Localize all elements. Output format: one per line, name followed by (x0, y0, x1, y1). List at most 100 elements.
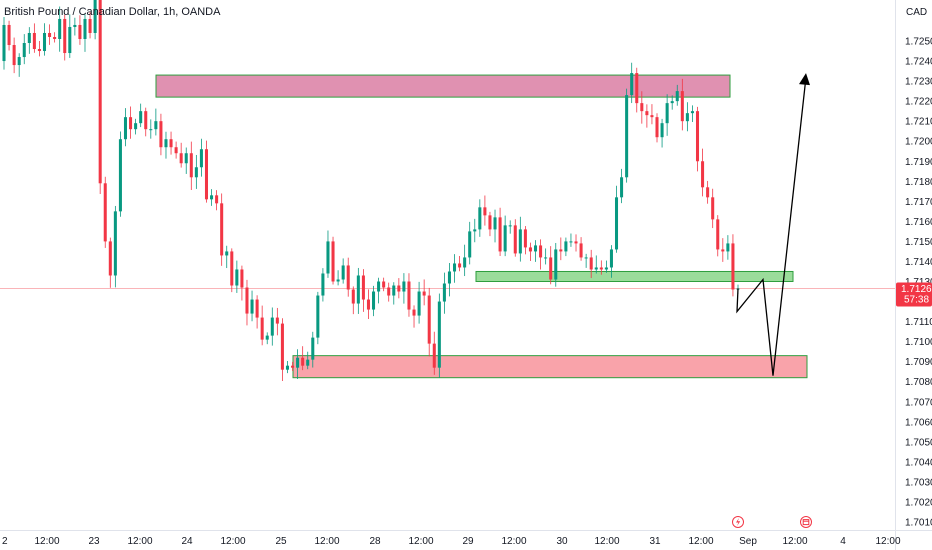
candle (37, 41, 41, 57)
candle (397, 278, 401, 299)
candle-body (2, 24, 6, 62)
candle-body (458, 263, 462, 268)
candle (680, 78, 684, 131)
candle-body (144, 111, 148, 130)
candle (113, 205, 117, 288)
candle (554, 242, 558, 287)
candle-body (7, 24, 11, 46)
price-tick-label: 1.71600 (905, 217, 932, 228)
candle (88, 11, 92, 39)
candle (164, 131, 168, 159)
candle (215, 190, 219, 211)
candle-body (215, 195, 219, 204)
candle (544, 248, 548, 265)
candle-body (397, 285, 401, 292)
candle (372, 285, 376, 317)
candle-body (260, 317, 264, 340)
candle-body (149, 129, 153, 131)
candle-body (731, 243, 735, 290)
candle (351, 286, 355, 315)
candle (301, 346, 305, 371)
price-tick-label: 1.71300 (905, 277, 932, 288)
candle-body (701, 161, 705, 188)
candle-body (432, 343, 436, 368)
candle (12, 37, 16, 74)
candle-body (569, 241, 573, 243)
candle-body (169, 139, 173, 148)
mid-zone[interactable] (475, 270, 794, 282)
time-tick-label: 12:00 (314, 536, 339, 547)
candle-body (584, 257, 588, 259)
calendar-event-icon[interactable] (800, 516, 812, 528)
candle (285, 360, 289, 374)
candle-body (270, 317, 274, 336)
time-tick-label: 12:00 (875, 536, 900, 547)
candle-body (437, 301, 441, 368)
candle-body (468, 231, 472, 258)
price-tick-label: 1.70200 (905, 497, 932, 508)
candle (645, 104, 649, 128)
candle-body (711, 197, 715, 220)
candle (695, 106, 700, 172)
candle-body (402, 281, 406, 292)
support-zone[interactable] (292, 355, 808, 379)
candle (498, 207, 502, 256)
candle-body (250, 299, 254, 314)
candle-body (139, 111, 143, 124)
price-tick-label: 1.70700 (905, 397, 932, 408)
candle (169, 131, 173, 155)
candle-body (685, 113, 689, 122)
candle (139, 103, 143, 128)
candle-body (103, 183, 107, 242)
candle (716, 215, 720, 257)
candle (316, 291, 320, 345)
candle (458, 256, 462, 272)
candle-body (220, 203, 224, 256)
candle-body (285, 365, 289, 370)
projection-arrowhead (799, 73, 810, 86)
resistance-zone[interactable] (155, 74, 731, 98)
lightning-icon[interactable] (732, 516, 744, 528)
candle-body (280, 323, 284, 370)
candle-body (63, 18, 67, 54)
candle (432, 331, 436, 375)
candle-body (660, 123, 664, 138)
candle (463, 244, 467, 277)
candle (483, 195, 487, 226)
candle (265, 332, 269, 345)
time-axis[interactable]: 2 12:00 23 12:00 24 12:00 25 12:00 28 12:00 29 12:0… (2, 536, 901, 547)
candle-body (377, 281, 381, 292)
candle-body (442, 283, 446, 302)
candle (356, 267, 360, 314)
candle-body (346, 265, 350, 290)
candle (346, 257, 350, 297)
candle-body (108, 241, 112, 276)
candle-body (407, 281, 411, 310)
candle (134, 118, 138, 135)
candle (665, 94, 669, 136)
candle (235, 260, 239, 293)
candle-body (453, 263, 457, 272)
candle (311, 331, 315, 368)
candle-body (275, 317, 279, 324)
candle-body (574, 241, 578, 244)
projection-path[interactable] (736, 77, 807, 376)
candle (22, 34, 26, 65)
candle-body (53, 36, 57, 39)
time-tick-label: 28 (369, 536, 381, 547)
candle-body (98, 0, 102, 184)
price-axis[interactable]: CAD 1.72500 1.72400 1.72300 1.72200 1.72100 1… (905, 7, 932, 529)
candle-body (265, 335, 269, 340)
candle (17, 53, 21, 77)
candle (129, 106, 133, 139)
candle-body (503, 225, 507, 252)
candle (417, 281, 421, 324)
candle (174, 141, 178, 159)
candle (523, 226, 527, 255)
price-tick-label: 1.72400 (905, 57, 932, 68)
candle-body (392, 285, 396, 296)
candle (2, 17, 6, 70)
